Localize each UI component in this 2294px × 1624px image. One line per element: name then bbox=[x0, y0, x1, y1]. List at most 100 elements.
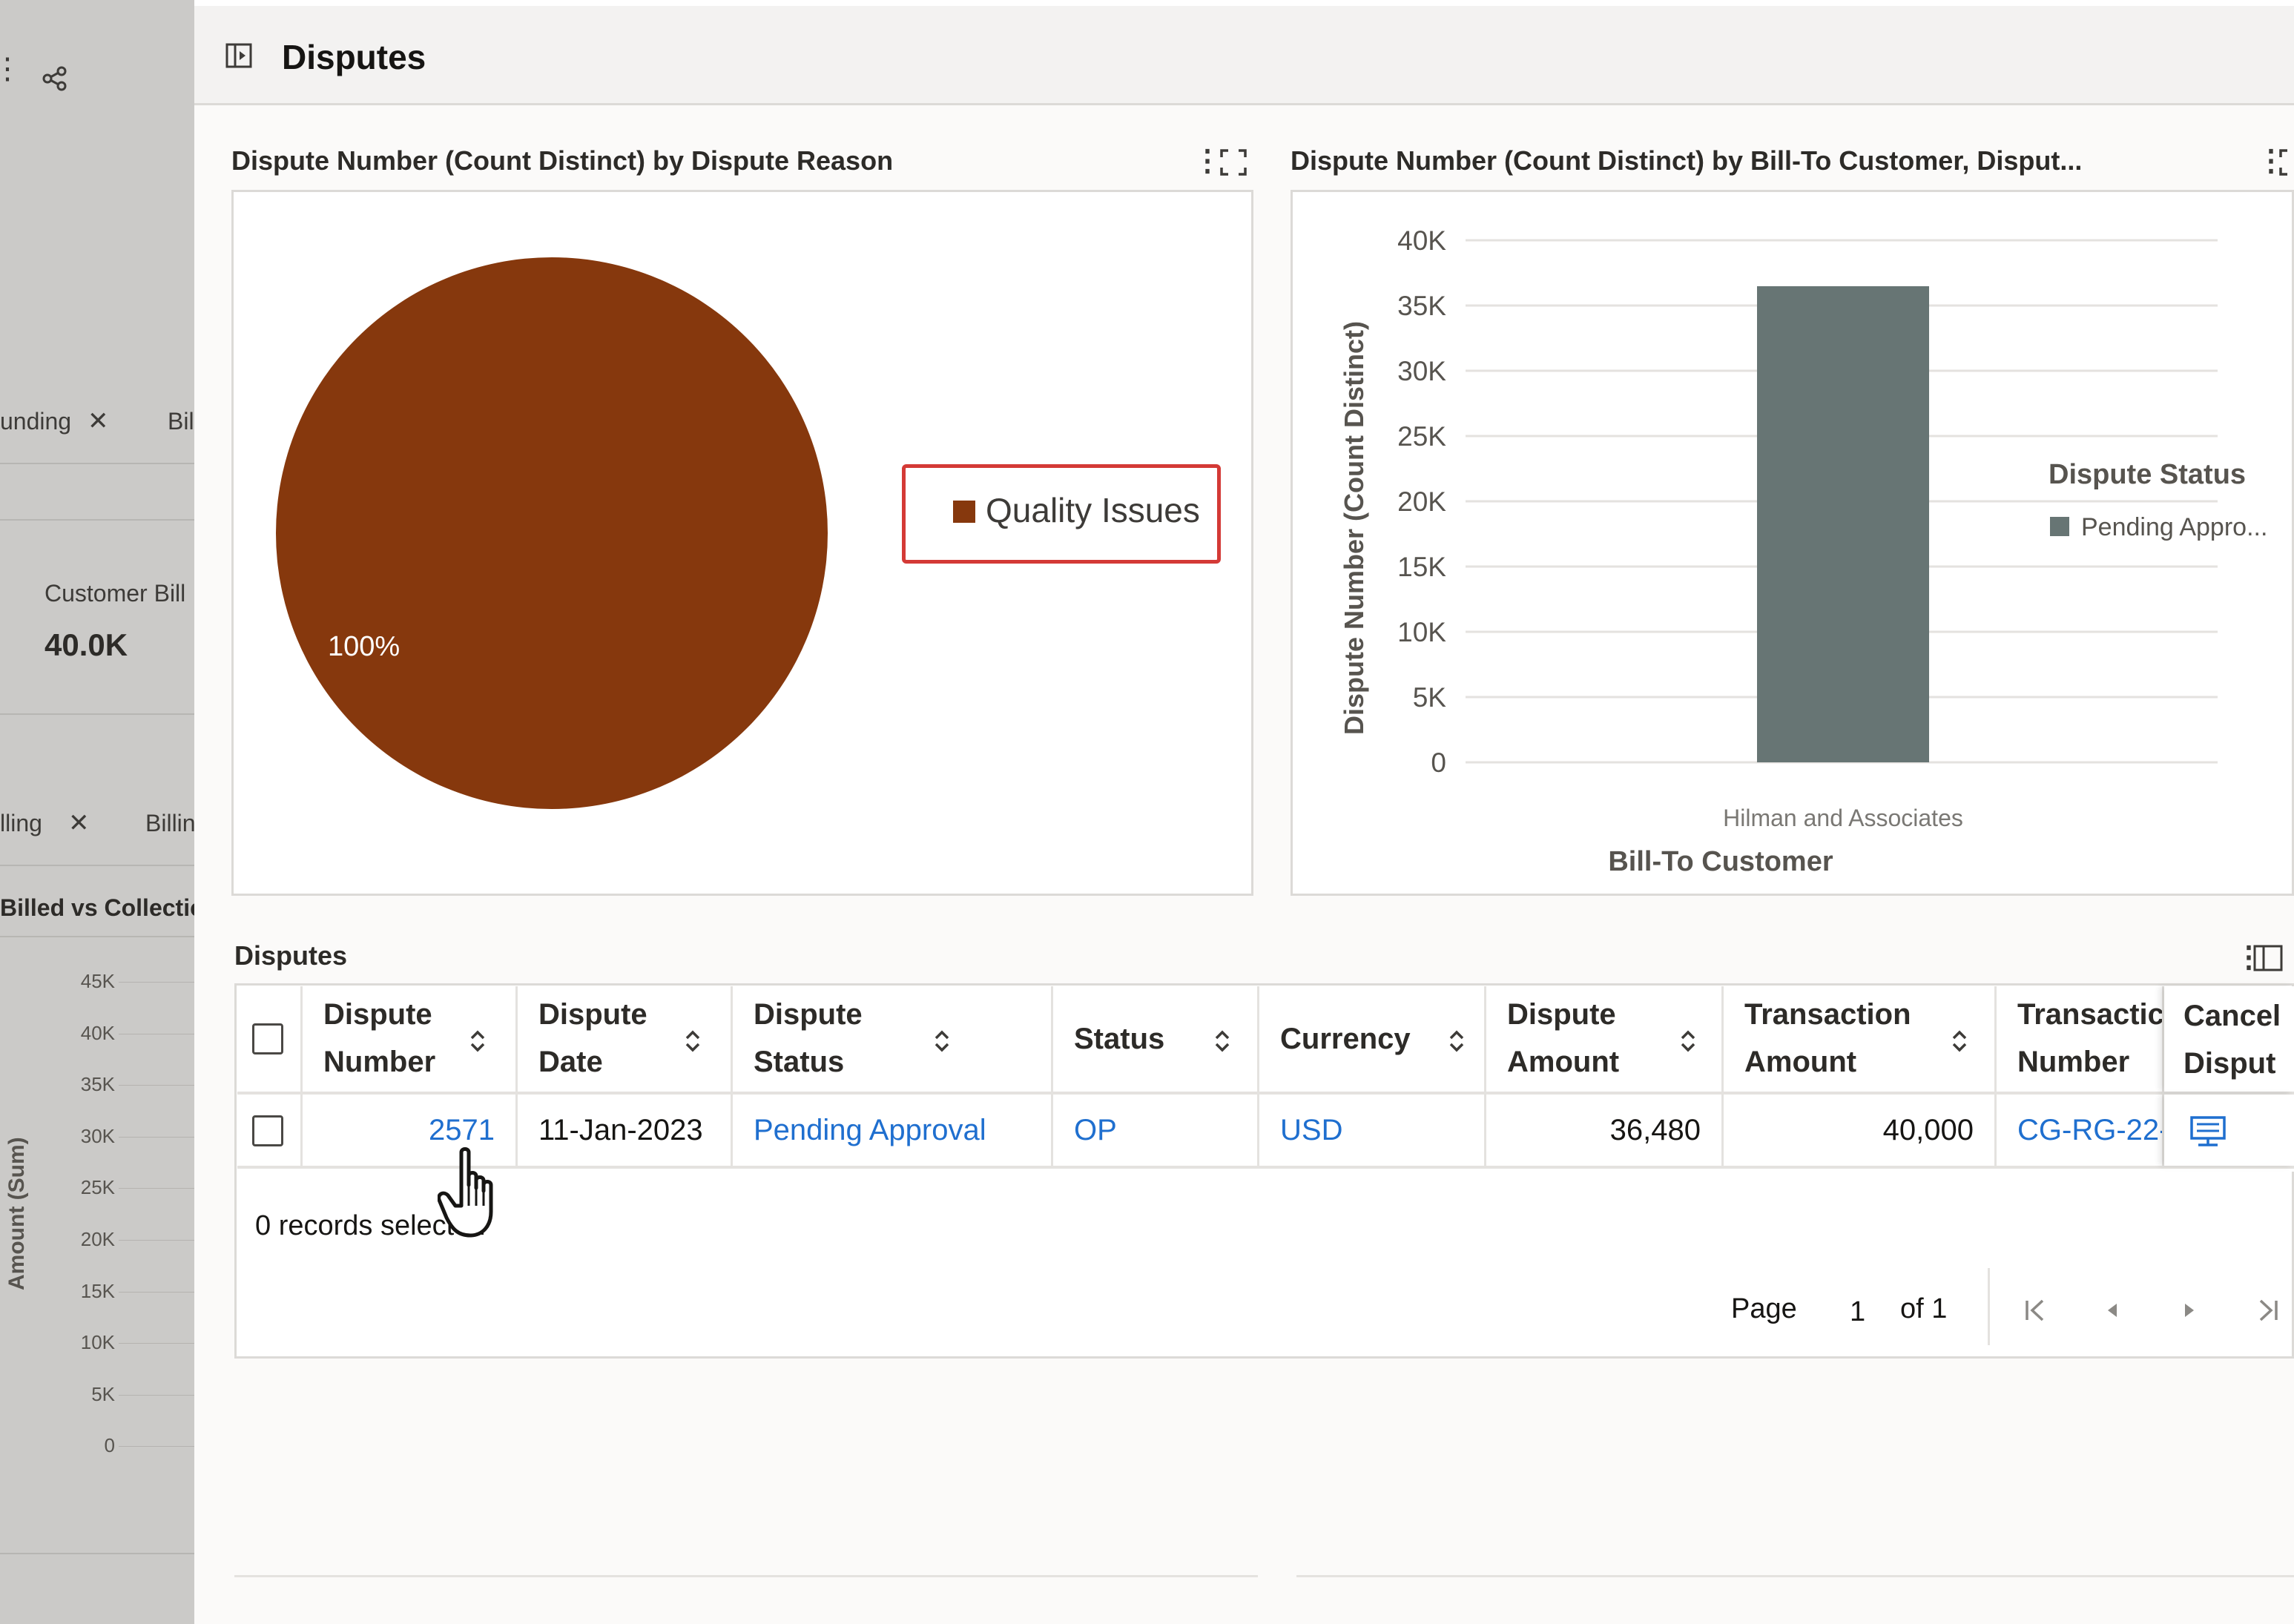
dispute-number-link[interactable]: 2571 bbox=[303, 1095, 518, 1166]
filter-chip-label[interactable]: unding bbox=[0, 408, 72, 435]
background-y-tick: 35K bbox=[80, 1073, 115, 1096]
column-header-line: Status bbox=[754, 1046, 845, 1078]
background-y-tick: 15K bbox=[80, 1279, 115, 1302]
next-page-icon[interactable] bbox=[2181, 1299, 2198, 1321]
bar-pending-approval[interactable] bbox=[1757, 285, 1929, 762]
background-chart-title: Billed vs Collectic bbox=[0, 894, 194, 921]
sort-icon[interactable] bbox=[933, 1028, 951, 1054]
column-header-dispute-date[interactable]: Dispute Date bbox=[518, 986, 733, 1092]
legend-label[interactable]: Quality Issues bbox=[986, 491, 1200, 529]
pie-data-label: 100% bbox=[328, 631, 400, 662]
column-header-line: Dispute bbox=[754, 998, 863, 1031]
column-header-transaction-number[interactable]: Transactic Number bbox=[1997, 986, 2164, 1092]
column-header-line: Status bbox=[1074, 1023, 1165, 1055]
transaction-number-link[interactable]: CG-RG-22- bbox=[1997, 1095, 2164, 1166]
filter-chip-next[interactable]: Bil bbox=[168, 408, 194, 435]
y-tick-label: 40K bbox=[1397, 225, 1446, 256]
cancel-dispute-cell bbox=[2164, 1095, 2294, 1166]
detach-icon[interactable] bbox=[2253, 945, 2283, 971]
pie-slice-quality-issues[interactable] bbox=[276, 257, 828, 809]
y-tick-label: 35K bbox=[1397, 291, 1446, 321]
page-title: Disputes bbox=[282, 38, 426, 76]
maximize-icon[interactable] bbox=[2278, 148, 2294, 176]
tile-label: Customer Bill bbox=[45, 580, 186, 607]
y-tick-label: 25K bbox=[1397, 421, 1446, 452]
dispute-date-cell: 11-Jan-2023 bbox=[518, 1095, 733, 1166]
sort-icon[interactable] bbox=[684, 1028, 702, 1054]
sort-icon[interactable] bbox=[1951, 1028, 1968, 1054]
close-icon[interactable]: ✕ bbox=[88, 407, 109, 435]
filter-chip-label[interactable]: lling bbox=[0, 810, 42, 836]
legend-title: Dispute Status bbox=[2049, 459, 2246, 490]
y-tick-label: 20K bbox=[1397, 486, 1446, 517]
tile-value: 40.0K bbox=[45, 627, 128, 662]
bar-chart: 0 5K 10K 15K 20K 25K 30K 35K 40K Hilman and Asso… bbox=[1339, 225, 2267, 877]
maximize-icon[interactable] bbox=[1219, 148, 1247, 176]
column-header-dispute-status[interactable]: Dispute Status bbox=[733, 986, 1053, 1092]
page-number-input[interactable]: 1 bbox=[1850, 1296, 1866, 1327]
last-page-icon[interactable] bbox=[2255, 1296, 2280, 1324]
filter-chip-next[interactable]: Billin bbox=[145, 810, 194, 836]
background-y-tick: 30K bbox=[80, 1124, 115, 1147]
x-axis-label: Bill-To Customer bbox=[1608, 846, 1833, 877]
legend-swatch bbox=[953, 501, 975, 523]
header-divider bbox=[237, 1092, 2294, 1095]
column-header-status[interactable]: Status bbox=[1053, 986, 1259, 1092]
hand-cursor-icon bbox=[438, 1147, 493, 1238]
sort-icon[interactable] bbox=[469, 1028, 487, 1054]
sort-icon[interactable] bbox=[1679, 1028, 1697, 1054]
column-header-line: Number bbox=[2017, 1046, 2130, 1078]
pagination-divider bbox=[1988, 1268, 1990, 1345]
column-header-line: Dispute bbox=[538, 998, 647, 1031]
column-header-dispute-amount[interactable]: Dispute Amount bbox=[1486, 986, 1724, 1092]
divider bbox=[0, 1553, 194, 1554]
select-all-cell bbox=[237, 986, 303, 1092]
dispute-status-link[interactable]: Pending Approval bbox=[733, 1095, 1053, 1166]
column-header-line: Dispute bbox=[323, 998, 432, 1031]
disputes-table: Dispute Number Dispute Date Dispute Stat… bbox=[237, 986, 2294, 1172]
y-tick-label: 30K bbox=[1397, 356, 1446, 386]
row-checkbox[interactable] bbox=[252, 1115, 283, 1146]
dispute-amount-cell: 36,480 bbox=[1486, 1095, 1724, 1166]
legend-label[interactable]: Pending Appro... bbox=[2081, 513, 2267, 541]
panel-edge bbox=[1296, 1575, 2294, 1577]
divider bbox=[0, 713, 194, 715]
column-header-line: Dispute bbox=[1507, 998, 1616, 1031]
page-count-label: of 1 bbox=[1900, 1293, 1948, 1324]
share-icon[interactable] bbox=[42, 65, 68, 92]
y-tick-label: 5K bbox=[1413, 682, 1447, 713]
sort-icon[interactable] bbox=[1213, 1028, 1231, 1054]
column-header-line: Amount bbox=[1744, 1046, 1857, 1078]
close-icon[interactable]: ✕ bbox=[68, 809, 90, 837]
y-tick-label: 15K bbox=[1397, 552, 1446, 582]
select-all-checkbox[interactable] bbox=[252, 1023, 283, 1054]
background-y-tick: 20K bbox=[80, 1228, 115, 1250]
currency-link[interactable]: USD bbox=[1259, 1095, 1486, 1166]
background-gridline bbox=[119, 1394, 194, 1396]
column-header-transaction-amount[interactable]: Transaction Amount bbox=[1724, 986, 1997, 1092]
column-header-line: Date bbox=[538, 1046, 603, 1078]
divider bbox=[0, 936, 194, 937]
column-header-currency[interactable]: Currency bbox=[1259, 986, 1486, 1092]
column-header-line: Number bbox=[323, 1046, 436, 1078]
sort-icon[interactable] bbox=[1448, 1028, 1466, 1054]
more-icon[interactable]: ⋮ bbox=[1193, 145, 1222, 177]
column-header-cancel-dispute[interactable]: Cancel Disput bbox=[2164, 986, 2294, 1092]
divider bbox=[0, 463, 194, 464]
background-y-tick: 25K bbox=[80, 1176, 115, 1199]
first-page-icon[interactable] bbox=[2023, 1296, 2049, 1324]
x-tick-label: Hilman and Associates bbox=[1723, 805, 1963, 831]
column-header-dispute-number[interactable]: Dispute Number bbox=[303, 986, 518, 1092]
column-header-line: Transaction bbox=[1744, 998, 1911, 1031]
background-y-axis-label: Amount (Sum) bbox=[4, 1137, 29, 1290]
y-tick-label: 10K bbox=[1397, 617, 1446, 647]
page-label: Page bbox=[1731, 1293, 1797, 1324]
background-y-tick: 5K bbox=[91, 1382, 115, 1405]
cancel-dispute-icon[interactable] bbox=[2189, 1115, 2227, 1148]
pie-chart: 100% bbox=[276, 257, 828, 809]
previous-page-icon[interactable] bbox=[2103, 1299, 2121, 1321]
panel-toggle-icon[interactable] bbox=[225, 43, 252, 68]
more-icon[interactable]: ⋮ bbox=[0, 53, 22, 85]
legend-swatch bbox=[2050, 517, 2069, 536]
status-link[interactable]: OP bbox=[1053, 1095, 1259, 1166]
